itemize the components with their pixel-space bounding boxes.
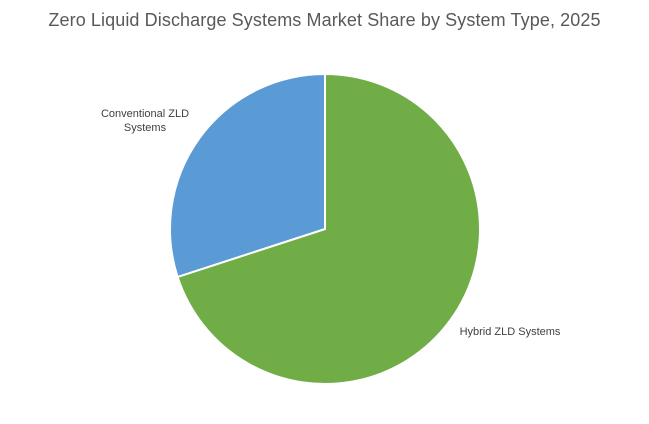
- pie-slice-conventional-zld-systems: [169, 72, 326, 279]
- slice-label-hybrid-zld-systems: Hybrid ZLD Systems: [460, 326, 561, 338]
- slice-label-conventional-zld-systems: Conventional ZLD Systems: [101, 108, 189, 134]
- pie-slice-hybrid-zld-systems: [176, 72, 481, 385]
- chart-title: Zero Liquid Discharge Systems Market Sha…: [48, 10, 601, 30]
